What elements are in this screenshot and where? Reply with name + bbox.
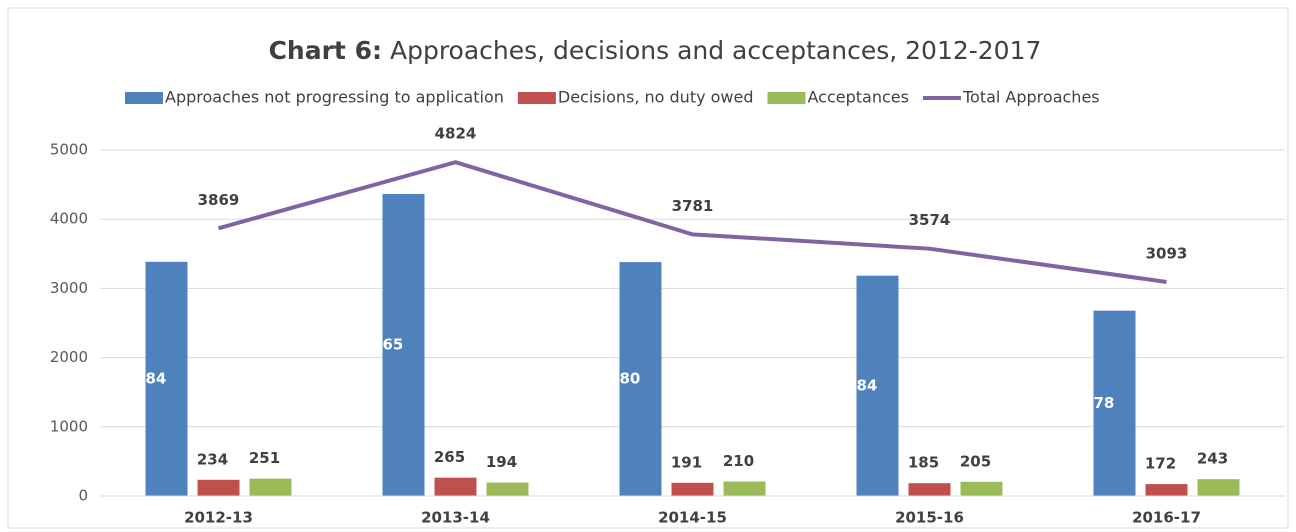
y-tick-label: 3000 <box>50 279 88 297</box>
bar <box>1093 310 1136 496</box>
value-label: 243 <box>1197 450 1228 468</box>
x-tick-label: 2016-17 <box>1132 509 1201 527</box>
legend-item: Decisions, no duty owed <box>517 88 754 107</box>
bar <box>619 262 662 496</box>
x-tick-label: 2013-14 <box>421 509 490 527</box>
value-label: 172 <box>1145 455 1176 473</box>
bar <box>1197 479 1240 496</box>
value-label: 3380 <box>599 370 641 388</box>
bar <box>671 482 714 496</box>
legend-item: Total Approaches <box>922 88 1100 107</box>
value-label: 3781 <box>672 197 714 215</box>
legend-label: Acceptances <box>808 88 909 107</box>
chart-title: Chart 6: Approaches, decisions and accept… <box>269 36 1042 65</box>
value-label: 234 <box>197 450 228 468</box>
y-tick-label: 0 <box>78 487 88 505</box>
value-label: 251 <box>249 449 280 467</box>
value-label: 3869 <box>198 191 240 209</box>
value-label: 191 <box>671 453 702 471</box>
legend-label: Decisions, no duty owed <box>558 88 754 107</box>
bar <box>434 477 477 496</box>
bar <box>382 193 425 496</box>
bar <box>249 478 292 496</box>
legend-label: Total Approaches <box>962 88 1100 107</box>
y-tick-label: 1000 <box>50 417 88 435</box>
bar <box>856 275 899 496</box>
legend-swatch <box>517 92 556 104</box>
x-tick-label: 2014-15 <box>658 509 727 527</box>
legend-label: Approaches not progressing to applicatio… <box>165 88 504 107</box>
y-tick-label: 4000 <box>50 210 88 228</box>
value-label: 210 <box>723 452 754 470</box>
bar <box>197 479 240 496</box>
value-label: 194 <box>486 453 517 471</box>
y-tick-label: 5000 <box>50 141 88 159</box>
y-tick-label: 2000 <box>50 348 88 366</box>
value-label: 205 <box>960 452 991 470</box>
bar <box>960 481 1003 496</box>
x-tick-label: 2012-13 <box>184 509 253 527</box>
line <box>217 160 1167 284</box>
x-tick-label: 2015-16 <box>895 509 964 527</box>
bar <box>723 481 766 496</box>
title-text: Approaches, decisions and acceptances, 2… <box>390 36 1041 65</box>
value-label: 3093 <box>1146 244 1188 262</box>
value-label: 265 <box>434 448 465 466</box>
value-label: 3384 <box>125 369 167 387</box>
title-prefix: Chart 6: <box>269 36 382 65</box>
legend-item: Approaches not progressing to applicatio… <box>125 88 504 107</box>
value-label: 2678 <box>1073 394 1115 412</box>
legend-swatch <box>767 92 806 104</box>
legend-item: Acceptances <box>767 88 909 107</box>
value-label: 4824 <box>435 125 477 143</box>
value-label: 185 <box>908 454 939 472</box>
bar <box>486 482 529 496</box>
bar <box>1145 484 1188 496</box>
bar <box>145 261 188 496</box>
value-label: 3574 <box>909 211 951 229</box>
value-label: 4365 <box>362 335 404 353</box>
legend-swatch <box>125 92 163 104</box>
value-label: 3184 <box>836 376 878 394</box>
bar <box>908 483 951 496</box>
